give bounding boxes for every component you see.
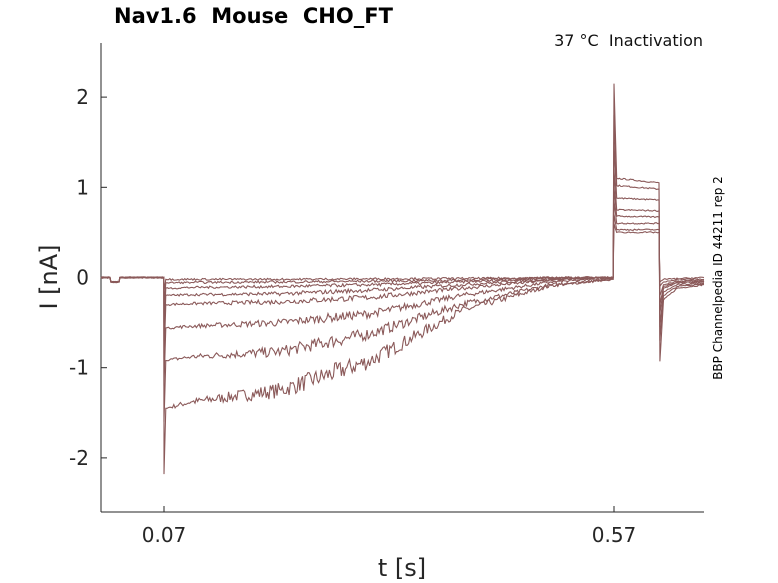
series-trace-2 bbox=[100, 115, 705, 422]
x-tick-label: 0.57 bbox=[592, 523, 637, 547]
chart-subtitle: 37 °C Inactivation bbox=[554, 31, 703, 50]
chart-title: Nav1.6 Mouse CHO_FT bbox=[114, 4, 393, 28]
y-tick-label: 2 bbox=[76, 85, 89, 109]
y-tick-label: 0 bbox=[76, 266, 89, 290]
x-axis-label: t [s] bbox=[378, 554, 426, 582]
y-tick-label: 1 bbox=[76, 175, 89, 199]
y-tick-label: -1 bbox=[69, 356, 89, 380]
series-trace-8 bbox=[101, 223, 705, 292]
y-axis-label: I [nA] bbox=[35, 244, 63, 309]
y-tick-label: -2 bbox=[69, 446, 89, 470]
x-tick-label: 0.07 bbox=[142, 523, 187, 547]
series-trace-3 bbox=[100, 142, 704, 386]
